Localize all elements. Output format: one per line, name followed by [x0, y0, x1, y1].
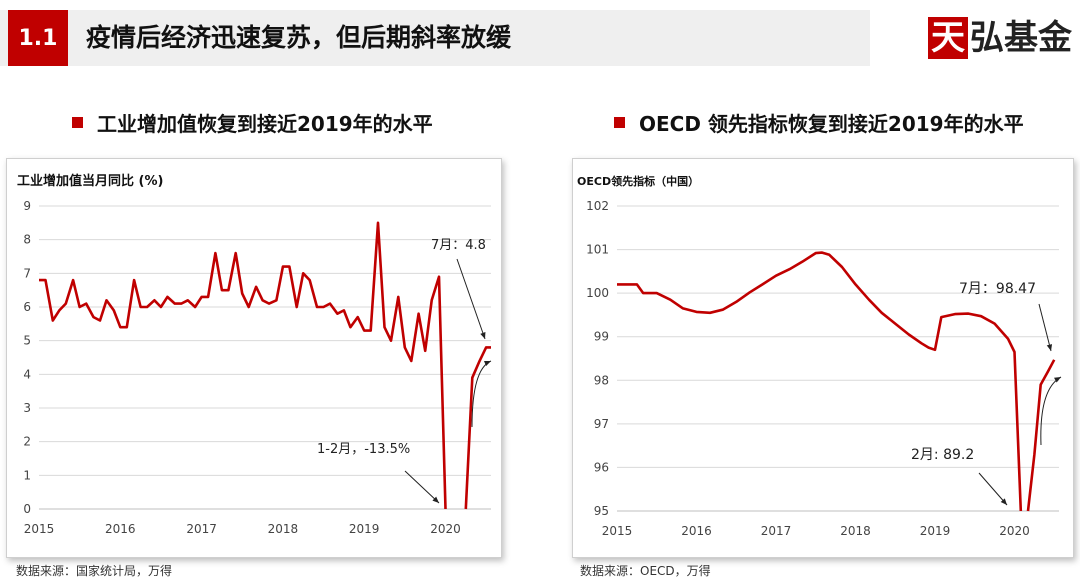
- y-tick-label: 5: [23, 334, 31, 348]
- chart-title: 工业增加值当月同比 (%): [17, 173, 163, 189]
- arrowhead-icon: [1046, 344, 1053, 351]
- arrowhead-icon: [1054, 377, 1061, 383]
- y-tick-label: 97: [594, 417, 609, 431]
- arrowhead-icon: [484, 360, 491, 367]
- arrowhead-icon: [1000, 498, 1007, 505]
- right-source-note: 数据来源：OECD，万得: [580, 564, 711, 578]
- y-tick-label: 96: [594, 460, 609, 474]
- arrowhead-icon: [432, 496, 439, 503]
- y-tick-label: 99: [594, 330, 609, 344]
- chart-title: OECD领先指标（中国）: [577, 174, 699, 188]
- annotation-arrow: [404, 470, 440, 504]
- arrowhead-icon: [480, 332, 486, 339]
- chart-panel-oecd: OECD领先指标（中国） 95 96 97 98 99 100 101 102 2015 2016 2…: [572, 158, 1074, 558]
- x-tick-label: 2020: [430, 522, 461, 536]
- x-tick-label: 2020: [999, 524, 1030, 538]
- section-badge: 1.1: [8, 10, 68, 66]
- x-tick-label: 2019: [920, 524, 951, 538]
- series-line: [617, 251, 1023, 512]
- x-tick-label: 2015: [24, 522, 55, 536]
- y-tick-label: 9: [23, 199, 31, 213]
- x-tick-label: 2018: [840, 524, 871, 538]
- chart-panel-industrial: 工业增加值当月同比 (%) 0 1 2 3 4 5 6 7 8 9 2015 2016 2017 2018 2…: [6, 158, 502, 558]
- y-tick-label: 2: [23, 435, 31, 449]
- series-line: [464, 346, 491, 510]
- company-logo: 天 弘基金: [928, 16, 1072, 60]
- left-subtitle: 工业增加值恢复到接近2019年的水平: [72, 108, 433, 137]
- annotation-label: 1-2月，-13.5%: [317, 442, 410, 457]
- industrial-chart: 工业增加值当月同比 (%) 0 1 2 3 4 5 6 7 8 9 2015 2016 2017 2018 2…: [17, 173, 492, 536]
- annotation-label: 7月：4.8: [431, 238, 486, 253]
- y-tick-label: 98: [594, 373, 609, 387]
- x-tick-label: 2019: [349, 522, 380, 536]
- logo-mark: 天: [928, 17, 968, 59]
- x-tick-label: 2015: [602, 524, 633, 538]
- annotation-arrow: [978, 472, 1008, 506]
- y-tick-label: 7: [23, 266, 31, 280]
- right-subtitle-text: OECD 领先指标恢复到接近2019年的水平: [639, 112, 1024, 136]
- right-subtitle: OECD 领先指标恢复到接近2019年的水平: [614, 108, 1024, 137]
- x-tick-label: 2017: [186, 522, 217, 536]
- series-line: [1026, 359, 1056, 512]
- annotation-arrow: [1038, 303, 1052, 352]
- series-line: [39, 221, 447, 510]
- y-tick-label: 101: [586, 243, 609, 257]
- y-tick-label: 6: [23, 300, 31, 314]
- y-tick-label: 1: [23, 468, 31, 482]
- annotation-label: 2月: 89.2: [911, 447, 974, 463]
- x-tick-label: 2018: [268, 522, 299, 536]
- bullet-square-icon: [614, 117, 625, 128]
- x-tick-label: 2017: [761, 524, 792, 538]
- recovery-arrow: [1040, 376, 1062, 446]
- x-tick-label: 2016: [681, 524, 712, 538]
- left-subtitle-text: 工业增加值恢复到接近2019年的水平: [97, 112, 433, 136]
- x-tick-label: 2016: [105, 522, 136, 536]
- bullet-square-icon: [72, 117, 83, 128]
- left-source-note: 数据来源：国家统计局，万得: [16, 564, 173, 578]
- oecd-chart: OECD领先指标（中国） 95 96 97 98 99 100 101 102 2015 2016 2…: [577, 174, 1062, 538]
- y-tick-label: 95: [594, 504, 609, 518]
- y-tick-label: 102: [586, 199, 609, 213]
- logo-text: 弘基金: [970, 18, 1072, 58]
- page-title: 疫情后经济迅速复苏，但后期斜率放缓: [86, 23, 512, 52]
- y-tick-label: 0: [23, 502, 31, 516]
- y-tick-label: 4: [23, 367, 31, 381]
- y-tick-label: 3: [23, 401, 31, 415]
- header-bar: [0, 10, 870, 66]
- y-tick-label: 8: [23, 233, 31, 247]
- annotation-label: 7月：98.47: [959, 281, 1036, 297]
- y-tick-label: 100: [586, 286, 609, 300]
- annotation-arrow: [456, 258, 486, 340]
